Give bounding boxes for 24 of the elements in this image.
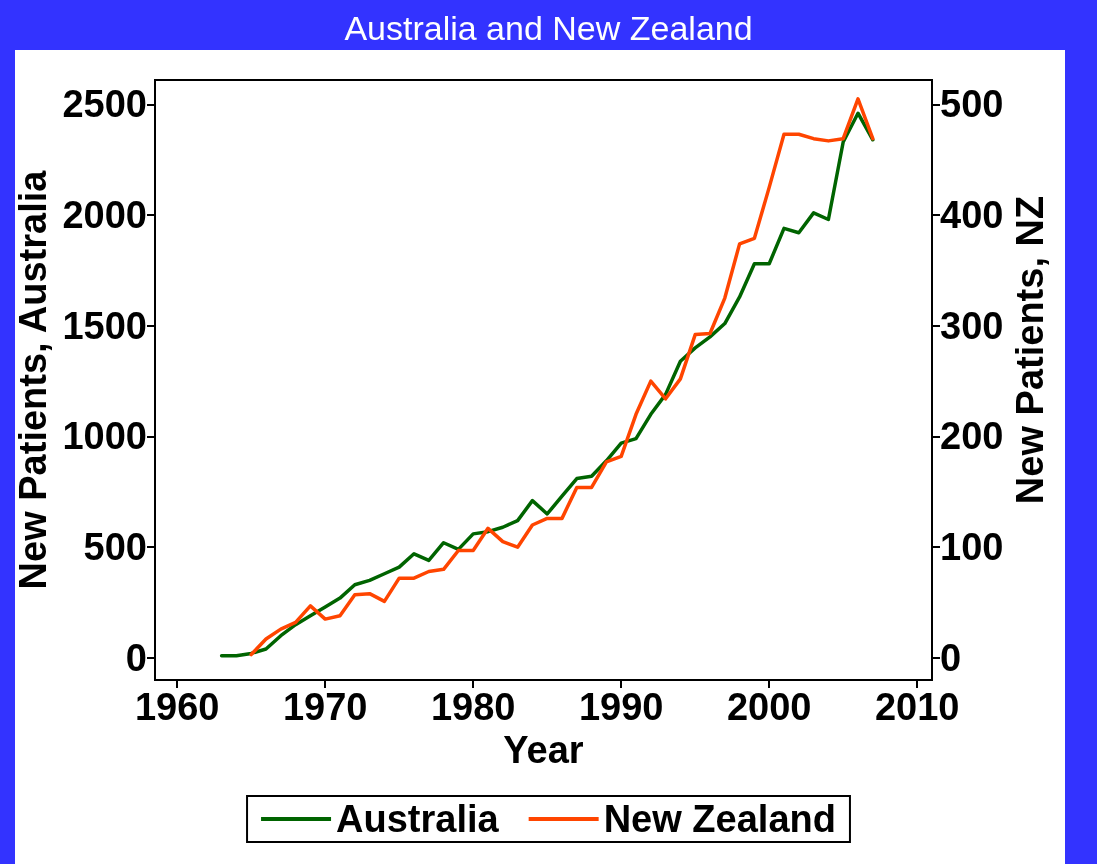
y2-tick-label: 500 <box>940 83 1004 126</box>
chart-title: Australia and New Zealand <box>344 9 753 47</box>
x-tick-label: 1960 <box>134 686 220 728</box>
y-tick-label: 1000 <box>62 415 147 458</box>
x-tick-label: 2010 <box>874 686 960 728</box>
y-tick-label: 2000 <box>62 194 147 237</box>
y2-tick-label: 400 <box>940 194 1004 237</box>
y-tick-label: 2500 <box>62 83 147 126</box>
x-tick-label: 1990 <box>578 686 664 728</box>
y-tick-label: 500 <box>83 526 147 569</box>
y-tick-label: 0 <box>125 636 147 679</box>
y-axis-title: New Patients, Australia <box>11 169 54 590</box>
legend-label: New Zealand <box>603 798 836 840</box>
y-tick-label: 1500 <box>62 304 147 347</box>
y2-tick-label: 0 <box>940 636 962 679</box>
x-tick-label: 2000 <box>726 686 812 728</box>
x-tick-label: 1980 <box>430 686 516 728</box>
y2-tick-label: 200 <box>940 415 1004 458</box>
y2-tick-label: 100 <box>940 526 1004 569</box>
legend-label: Australia <box>336 798 500 840</box>
x-axis-title: Year <box>503 728 584 771</box>
y2-axis-title: New Patients, NZ <box>1009 195 1051 505</box>
y2-tick-label: 300 <box>940 304 1004 347</box>
x-tick-label: 1970 <box>282 686 368 728</box>
